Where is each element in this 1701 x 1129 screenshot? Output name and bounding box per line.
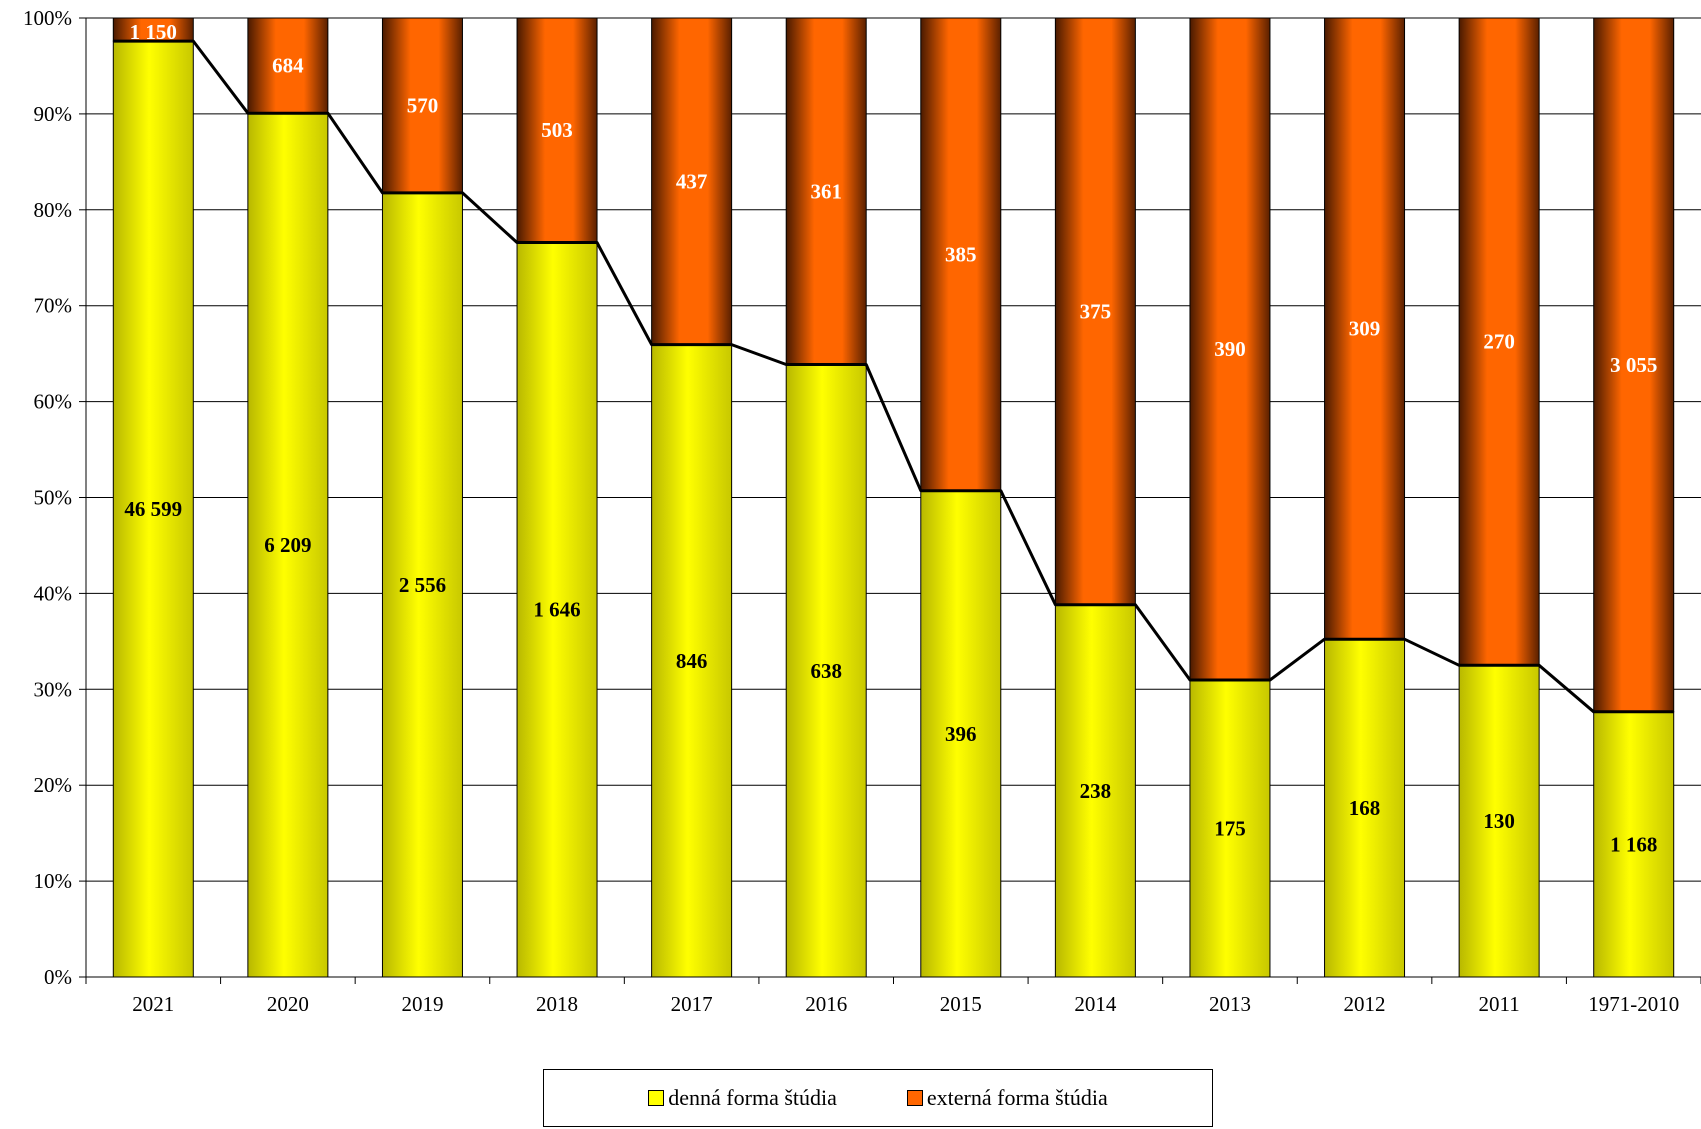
bar-externa [1189, 17, 1271, 681]
bar-denna [1458, 664, 1540, 978]
data-label-externa: 570 [407, 93, 439, 117]
y-tick-label: 40% [34, 581, 73, 605]
legend-item-externa: externá forma štúdia [906, 1085, 1108, 1111]
data-label-denna: 168 [1349, 796, 1381, 820]
x-tick-label: 2014 [1074, 992, 1117, 1016]
bar-denna [785, 364, 867, 978]
data-label-externa: 309 [1349, 317, 1381, 341]
x-tick-label: 2019 [401, 992, 443, 1016]
bar-externa [1054, 17, 1136, 606]
legend-swatch-denna [648, 1090, 665, 1106]
bar-externa [651, 17, 733, 346]
bars [112, 17, 1675, 978]
data-label-externa: 361 [810, 179, 842, 203]
y-tick-label: 30% [34, 677, 73, 701]
y-tick-label: 10% [34, 869, 73, 893]
x-tick-label: 2011 [1479, 992, 1520, 1016]
y-tick-label: 80% [34, 198, 73, 222]
bar-externa [381, 17, 463, 194]
bar-externa [920, 17, 1002, 492]
bar-denna [1054, 604, 1136, 978]
legend-label-denna: denná forma štúdia [668, 1085, 837, 1110]
data-label-externa: 385 [945, 242, 977, 266]
data-label-denna: 46 599 [124, 497, 182, 521]
data-label-denna: 396 [945, 722, 977, 746]
bar-externa [785, 17, 867, 366]
data-label-denna: 2 556 [399, 573, 446, 597]
x-tick-label: 2012 [1344, 992, 1386, 1016]
data-label-externa: 390 [1214, 337, 1246, 361]
bar-externa [1593, 17, 1675, 713]
data-label-externa: 684 [272, 54, 304, 78]
x-tick-label: 2017 [671, 992, 713, 1016]
data-label-denna: 130 [1483, 809, 1515, 833]
y-tick-label: 90% [34, 102, 73, 126]
y-tick-label: 60% [34, 390, 73, 414]
bar-denna [1324, 638, 1406, 978]
data-label-externa: 3 055 [1610, 353, 1657, 377]
data-label-denna: 638 [810, 659, 842, 683]
y-tick-label: 0% [44, 965, 72, 989]
y-tick-label: 70% [34, 294, 73, 318]
data-label-externa: 270 [1483, 330, 1515, 354]
bar-denna [651, 344, 733, 978]
x-tick-label: 2016 [805, 992, 847, 1016]
data-label-denna: 175 [1214, 816, 1246, 840]
legend-label-externa: externá forma štúdia [926, 1085, 1108, 1110]
x-tick-label: 2013 [1209, 992, 1251, 1016]
y-tick-label: 100% [23, 6, 72, 30]
data-label-denna: 6 209 [264, 533, 311, 557]
bar-denna [1189, 679, 1271, 978]
bar-externa [1458, 17, 1540, 666]
data-label-externa: 1 150 [130, 20, 177, 44]
series-boundary-line [113, 39, 1674, 714]
bar-denna [112, 40, 194, 978]
bar-externa [516, 17, 598, 243]
y-tick-label: 50% [34, 486, 73, 510]
bar-externa [247, 17, 329, 114]
x-tick-label: 1971-2010 [1588, 992, 1679, 1016]
legend: denná forma štúdia externá forma štúdia [543, 1069, 1213, 1127]
bar-denna [247, 112, 329, 978]
x-tick-label: 2015 [940, 992, 982, 1016]
bar-denna [381, 192, 463, 978]
gridlines [86, 17, 1701, 882]
x-tick-label: 2020 [267, 992, 309, 1016]
data-label-externa: 437 [676, 169, 708, 193]
boundary-line [113, 39, 1674, 714]
data-label-denna: 1 168 [1610, 832, 1657, 856]
data-label-denna: 238 [1080, 779, 1112, 803]
bar-externa [1324, 17, 1406, 640]
axes: 0% 10% 20% 30% 40% 50% 60% 70% 80% 90% 100% 2021 202… [23, 6, 1701, 1016]
x-tick-label: 2018 [536, 992, 578, 1016]
y-tick-label: 20% [34, 773, 73, 797]
data-label-externa: 503 [541, 118, 573, 142]
legend-swatch-externa [906, 1090, 923, 1106]
stacked-percent-bar-chart: 0% 10% 20% 30% 40% 50% 60% 70% 80% 90% 100% 2021 202… [23, 6, 1701, 1016]
data-label-denna: 846 [676, 649, 708, 673]
data-label-externa: 375 [1080, 299, 1112, 323]
legend-item-denna: denná forma štúdia [648, 1085, 837, 1111]
data-label-denna: 1 646 [533, 598, 580, 622]
x-tick-label: 2021 [132, 992, 174, 1016]
data-labels: 46 599 1 150 6 209 684 2 556 570 1 646 503 846 43… [124, 20, 1657, 856]
bar-denna [1593, 711, 1675, 978]
